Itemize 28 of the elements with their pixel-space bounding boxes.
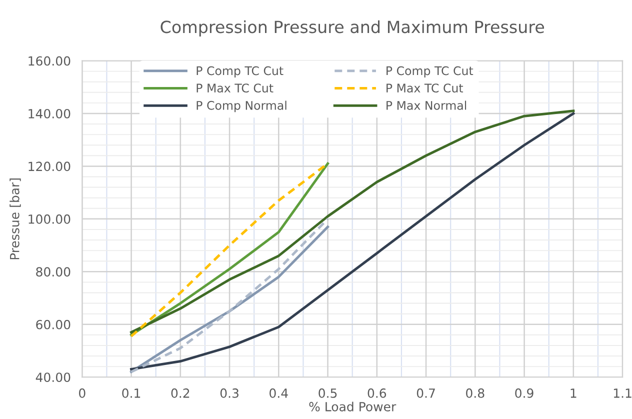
x-tick-label: 0.6: [368, 388, 386, 398]
legend-label: P Max Normal: [386, 100, 466, 110]
y-tick-label: 100.00: [28, 214, 70, 224]
y-tick-label: 60.00: [36, 320, 70, 330]
x-tick-label: 1: [570, 388, 576, 398]
y-axis-title: Pressue [bar]: [10, 178, 21, 260]
x-tick-label: 0.4: [270, 388, 288, 398]
y-tick-label: 160.00: [28, 56, 70, 66]
x-tick-label: 1.1: [614, 388, 632, 398]
x-tick-label: 0.1: [122, 388, 140, 398]
x-tick-label: 0.9: [515, 388, 534, 398]
x-axis-title: % Load Power: [309, 402, 396, 412]
x-tick-label: 0.8: [466, 388, 484, 398]
legend-label: P Max TC Cut: [196, 84, 274, 93]
x-tick-label: 0.7: [416, 388, 435, 398]
legend-label: P Max TC Cut: [386, 84, 464, 93]
y-tick-label: 140.00: [28, 108, 70, 118]
legend-label: P Comp Normal: [196, 100, 286, 112]
y-tick-label: 120.00: [28, 162, 70, 172]
legend-label: P Comp TC Cut: [386, 66, 474, 78]
x-tick-label: 0.5: [318, 388, 337, 398]
y-tick-label: 40.00: [36, 372, 70, 382]
y-tick-label: 80.00: [36, 267, 70, 277]
x-tick-label: 0.2: [171, 388, 190, 398]
legend-label: P Comp TC Cut: [196, 66, 284, 78]
x-tick-label: 0: [79, 388, 86, 398]
chart-title: Compression Pressure and Maximum Pressure: [160, 20, 544, 36]
x-tick-label: 0.3: [220, 388, 238, 398]
